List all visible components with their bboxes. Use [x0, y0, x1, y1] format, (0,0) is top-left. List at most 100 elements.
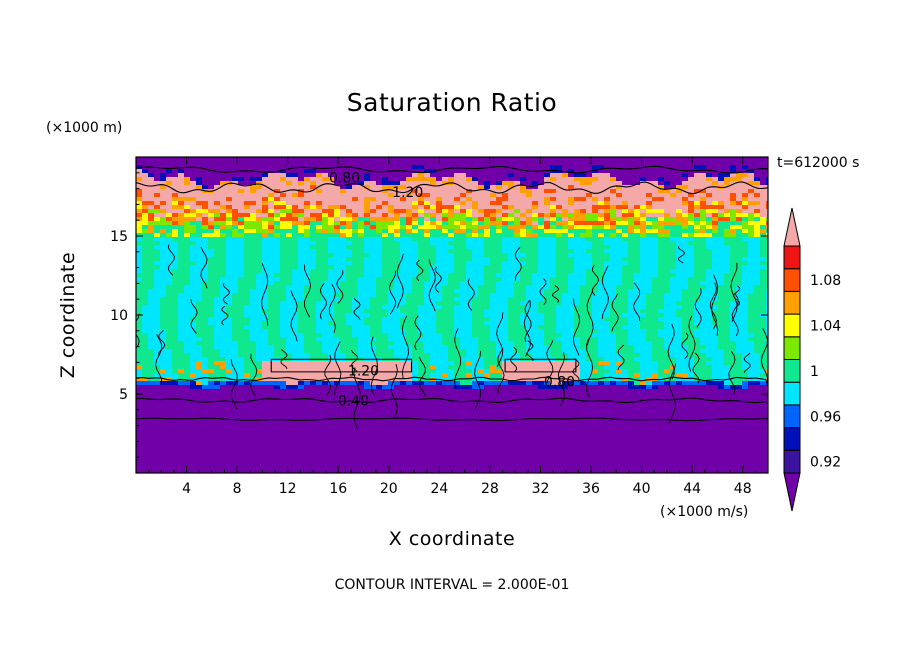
field-cell: [592, 185, 599, 190]
field-cell: [388, 197, 395, 202]
field-cell: [148, 341, 155, 346]
field-cell: [166, 317, 173, 322]
field-cell: [544, 233, 551, 238]
field-cell: [178, 237, 185, 242]
field-cell: [364, 213, 371, 218]
field-cell: [586, 277, 593, 282]
field-cell: [706, 325, 713, 330]
field-cell: [754, 329, 761, 334]
field-cell: [196, 289, 203, 294]
field-cell: [574, 285, 581, 290]
field-cell: [226, 305, 233, 310]
field-cell: [292, 229, 299, 234]
field-cell: [376, 253, 383, 258]
field-cell: [388, 237, 395, 242]
field-cell: [616, 181, 623, 186]
field-cell: [514, 341, 521, 346]
field-cell: [166, 229, 173, 234]
field-cell: [700, 269, 707, 274]
field-cell: [628, 325, 635, 330]
field-cell: [274, 181, 281, 186]
field-cell: [514, 333, 521, 338]
field-cell: [328, 261, 335, 266]
field-cell: [700, 213, 707, 218]
field-cell: [694, 229, 701, 234]
field-cell: [730, 205, 737, 210]
field-cell: [328, 333, 335, 338]
field-cell: [550, 161, 557, 166]
field-cell: [658, 321, 665, 326]
field-cell: [160, 169, 167, 174]
field-cell: [736, 161, 743, 166]
field-cell: [688, 309, 695, 314]
field-cell: [538, 297, 545, 302]
field-cell: [688, 161, 695, 166]
field-cell: [142, 333, 149, 338]
field-cell: [616, 337, 623, 342]
field-cell: [340, 329, 347, 334]
field-cell: [556, 245, 563, 250]
field-cell: [730, 229, 737, 234]
field-cell: [316, 265, 323, 270]
field-cell: [574, 305, 581, 310]
field-cell: [472, 293, 479, 298]
field-cell: [298, 301, 305, 306]
field-cell: [310, 261, 317, 266]
field-cell: [532, 237, 539, 242]
field-cell: [616, 333, 623, 338]
field-cell: [490, 269, 497, 274]
field-cell: [652, 237, 659, 242]
field-cell: [310, 281, 317, 286]
field-cell: [238, 305, 245, 310]
field-cell: [622, 225, 629, 230]
field-cell: [478, 257, 485, 262]
field-cell: [250, 221, 257, 226]
field-cell: [208, 333, 215, 338]
field-cell: [382, 213, 389, 218]
field-cell: [142, 173, 149, 178]
field-cell: [388, 225, 395, 230]
field-cell: [352, 293, 359, 298]
field-cell: [514, 177, 521, 182]
field-cell: [376, 205, 383, 210]
field-cell: [310, 273, 317, 278]
field-cell: [226, 309, 233, 314]
field-cell: [544, 169, 551, 174]
field-cell: [580, 177, 587, 182]
field-cell: [592, 329, 599, 334]
field-cell: [154, 161, 161, 166]
field-cell: [658, 273, 665, 278]
field-cell: [388, 201, 395, 206]
field-cell: [256, 221, 263, 226]
field-cell: [580, 221, 587, 226]
field-cell: [466, 269, 473, 274]
field-cell: [184, 277, 191, 282]
field-cell: [478, 221, 485, 226]
field-cell: [508, 181, 515, 186]
field-cell: [628, 265, 635, 270]
field-cell: [664, 337, 671, 342]
field-cell: [418, 237, 425, 242]
field-cell: [562, 173, 569, 178]
field-cell: [148, 225, 155, 230]
field-cell: [628, 161, 635, 166]
field-cell: [376, 321, 383, 326]
field-cell: [208, 293, 215, 298]
field-cell: [700, 337, 707, 342]
field-cell: [382, 285, 389, 290]
field-cell: [700, 157, 707, 162]
field-cell: [244, 297, 251, 302]
field-cell: [424, 297, 431, 302]
field-cell: [430, 309, 437, 314]
field-cell: [748, 337, 755, 342]
field-cell: [466, 161, 473, 166]
field-cell: [346, 213, 353, 218]
field-cell: [700, 257, 707, 262]
field-cell: [244, 333, 251, 338]
field-cell: [358, 189, 365, 194]
field-cell: [202, 289, 209, 294]
field-cell: [370, 313, 377, 318]
field-cell: [418, 213, 425, 218]
field-cell: [466, 285, 473, 290]
field-cell: [232, 277, 239, 282]
